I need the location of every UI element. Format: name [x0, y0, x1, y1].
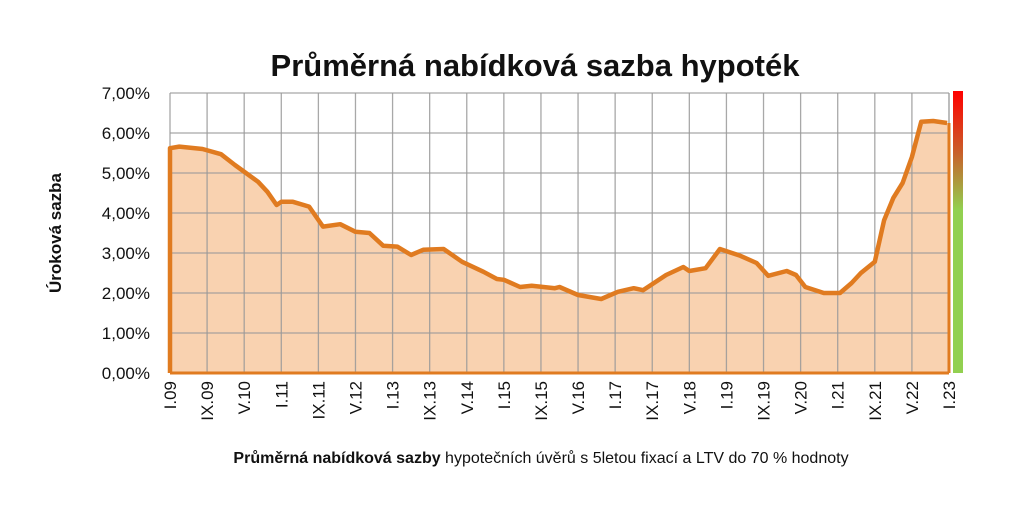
- x-tick-label: IX.11: [309, 381, 328, 419]
- x-tick-label: IX.21: [866, 381, 885, 421]
- x-tick-label: I.11: [272, 381, 291, 408]
- x-tick-label: I.13: [384, 381, 403, 409]
- x-tick-label: V.14: [458, 381, 477, 414]
- x-tick-label: IX.13: [421, 381, 440, 421]
- caption-rest: hypotečních úvěrů s 5letou fixací a LTV …: [440, 450, 849, 467]
- x-tick-label: V.18: [680, 381, 699, 414]
- y-tick-label: 1,00%: [102, 324, 150, 343]
- x-tick-label: I.19: [717, 381, 736, 409]
- x-tick-label: I.23: [940, 381, 959, 409]
- y-tick-label: 4,00%: [102, 204, 150, 223]
- x-tick-label: V.16: [569, 381, 588, 414]
- x-tick-label: I.17: [606, 381, 625, 409]
- x-tick-label: IX.17: [643, 381, 662, 421]
- caption-bold: Průměrná nabídková sazby: [233, 450, 441, 467]
- x-tick-label: IX.09: [198, 381, 217, 421]
- x-tick-label: IX.15: [532, 381, 551, 421]
- x-tick-label: V.10: [235, 381, 254, 414]
- y-tick-label: 5,00%: [102, 164, 150, 183]
- y-tick-label: 2,00%: [102, 284, 150, 303]
- x-tick-label: V.20: [792, 381, 811, 414]
- x-tick-label: I.15: [495, 381, 514, 409]
- y-tick-label: 3,00%: [102, 244, 150, 263]
- x-tick-label: IX.19: [755, 381, 774, 421]
- y-tick-label: 0,00%: [102, 364, 150, 383]
- chart-title: Průměrná nabídková sazba hypoték: [270, 48, 800, 83]
- series-area: [170, 121, 949, 373]
- x-tick-label: I.21: [829, 381, 848, 409]
- chart-caption: Průměrná nabídková sazby hypotečních úvě…: [0, 450, 1024, 468]
- x-tick-label: V.22: [903, 381, 922, 414]
- color-scale-bar: [953, 91, 963, 373]
- y-tick-label: 6,00%: [102, 124, 150, 143]
- series-line: [167, 118, 948, 373]
- y-tick-label: 7,00%: [102, 84, 150, 103]
- x-tick-label: V.12: [346, 381, 365, 414]
- x-tick-label: I.09: [161, 381, 180, 409]
